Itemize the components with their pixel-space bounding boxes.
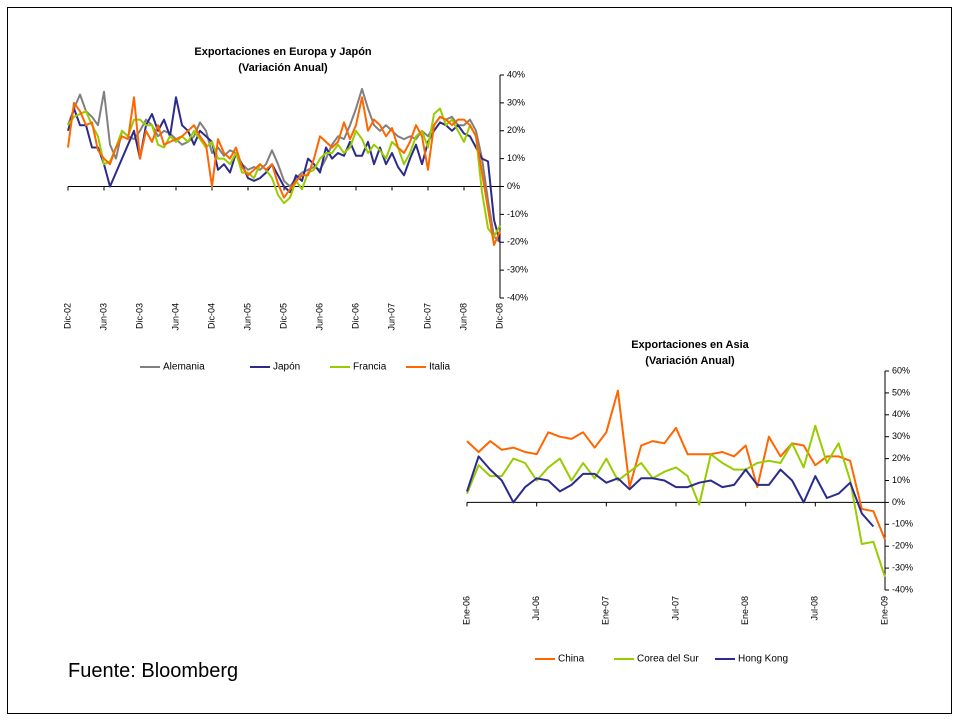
x-tick-label: Jun-04 [170,303,180,331]
legend-label: Alemania [163,362,205,373]
x-tick-label: Jul-08 [810,596,820,621]
x-tick-label: Dic-08 [494,303,504,329]
legend-label: Italia [429,362,451,373]
series-line [466,389,886,540]
chart-title: Exportaciones en Europa y Japón [194,46,372,58]
y-tick-label: -30% [892,562,913,572]
y-tick-label: 10% [892,475,910,485]
series-line [67,87,501,244]
series-line [466,424,886,578]
y-tick-label: 10% [507,153,525,163]
y-tick-label: 0% [892,497,905,507]
x-tick-label: Ene-08 [740,596,750,625]
x-tick-label: Dic-04 [206,303,216,329]
slide-frame [7,7,952,714]
series-line [466,455,875,528]
x-tick-label: Jun-07 [386,303,396,331]
y-tick-label: 0% [507,181,520,191]
x-tick-label: Ene-09 [879,596,889,625]
x-tick-label: Dic-07 [422,303,432,329]
legend-label: Corea del Sur [637,654,699,665]
y-tick-label: 30% [892,431,910,441]
y-tick-label: -10% [507,209,528,219]
y-tick-label: 20% [892,453,910,463]
y-tick-label: 60% [892,365,910,375]
series-line [67,107,501,238]
x-tick-label: Dic-02 [62,303,72,329]
x-tick-label: Dic-03 [134,303,144,329]
y-tick-label: 40% [892,409,910,419]
x-tick-label: Jun-06 [314,303,324,331]
legend-label: Hong Kong [738,654,788,665]
chart-title: Exportaciones en Asia [631,339,749,351]
y-tick-label: -30% [507,265,528,275]
x-tick-label: Ene-06 [461,596,471,625]
chart-subtitle: (Variación Anual) [645,355,735,367]
series-line [67,96,501,246]
y-tick-label: -20% [507,237,528,247]
y-tick-label: -20% [892,541,913,551]
legend-label: Francia [353,362,387,373]
chart-subtitle: (Variación Anual) [238,62,328,74]
y-tick-label: 50% [892,387,910,397]
x-tick-label: Dic-05 [278,303,288,329]
y-tick-label: 40% [507,69,525,79]
source-note: Fuente: Bloomberg [68,660,238,682]
x-tick-label: Ene-07 [601,596,611,625]
y-tick-label: -40% [507,292,528,302]
y-tick-label: -10% [892,519,913,529]
y-tick-label: -40% [892,584,913,594]
x-tick-label: Jun-08 [458,303,468,331]
x-tick-label: Dic-06 [350,303,360,329]
x-tick-label: Jun-05 [242,303,252,331]
legend-label: China [558,654,585,665]
legend-label: Japón [273,362,300,373]
y-tick-label: 20% [507,125,525,135]
x-tick-label: Jun-03 [98,303,108,331]
x-tick-label: Jul-06 [531,596,541,621]
x-tick-label: Jul-07 [670,596,680,621]
y-tick-label: 30% [507,97,525,107]
